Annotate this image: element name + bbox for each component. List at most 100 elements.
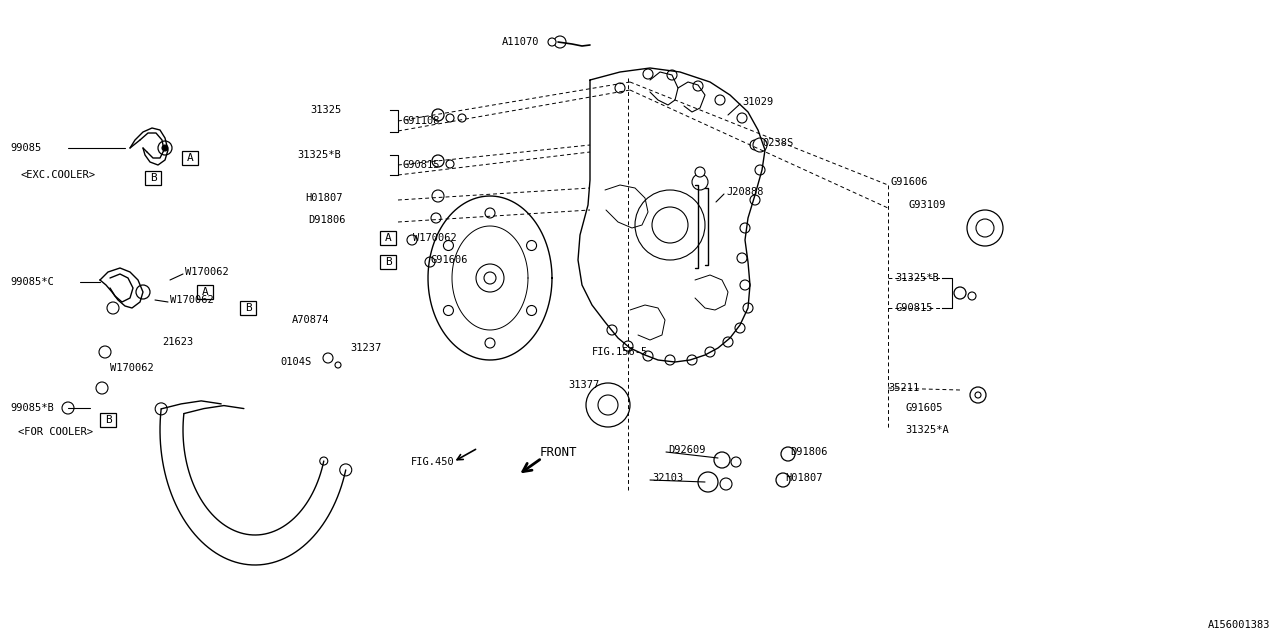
Text: 0104S: 0104S <box>280 357 311 367</box>
Circle shape <box>698 472 718 492</box>
Circle shape <box>692 81 703 91</box>
Circle shape <box>445 160 454 168</box>
Circle shape <box>968 292 977 300</box>
Circle shape <box>320 457 328 465</box>
Text: D91806: D91806 <box>790 447 827 457</box>
Text: B: B <box>105 415 111 425</box>
Text: G91606: G91606 <box>890 177 928 187</box>
Circle shape <box>443 241 453 250</box>
Circle shape <box>737 113 748 123</box>
Circle shape <box>586 383 630 427</box>
Circle shape <box>966 210 1004 246</box>
Text: 21623: 21623 <box>163 337 193 347</box>
Circle shape <box>548 38 556 46</box>
FancyBboxPatch shape <box>380 231 396 245</box>
Text: 99085*C: 99085*C <box>10 277 54 287</box>
Circle shape <box>692 174 708 190</box>
Circle shape <box>776 473 790 487</box>
Circle shape <box>526 305 536 316</box>
Text: A11070: A11070 <box>502 37 539 47</box>
Text: H01807: H01807 <box>305 193 343 203</box>
Circle shape <box>737 253 748 263</box>
Text: B: B <box>150 173 156 183</box>
FancyBboxPatch shape <box>380 255 396 269</box>
Circle shape <box>731 457 741 467</box>
Circle shape <box>970 387 986 403</box>
Text: 99085: 99085 <box>10 143 41 153</box>
Text: <FOR COOLER>: <FOR COOLER> <box>18 427 93 437</box>
FancyBboxPatch shape <box>241 301 256 315</box>
Circle shape <box>458 114 466 122</box>
Circle shape <box>652 207 689 243</box>
FancyBboxPatch shape <box>182 151 198 165</box>
Circle shape <box>719 478 732 490</box>
Text: D92609: D92609 <box>668 445 705 455</box>
Circle shape <box>607 325 617 335</box>
Text: 31325*B: 31325*B <box>895 273 938 283</box>
Circle shape <box>335 362 340 368</box>
Circle shape <box>433 109 444 121</box>
Circle shape <box>755 165 765 175</box>
Circle shape <box>136 285 150 299</box>
Text: G90815: G90815 <box>402 160 439 170</box>
Text: H01807: H01807 <box>785 473 823 483</box>
Circle shape <box>61 402 74 414</box>
Circle shape <box>643 351 653 361</box>
Text: A156001383: A156001383 <box>1207 620 1270 630</box>
Text: 99085*B: 99085*B <box>10 403 54 413</box>
Circle shape <box>598 395 618 415</box>
Circle shape <box>443 305 453 316</box>
FancyBboxPatch shape <box>100 413 116 427</box>
Circle shape <box>975 392 980 398</box>
Circle shape <box>667 70 677 80</box>
Text: W170062: W170062 <box>413 233 457 243</box>
Text: A: A <box>187 153 193 163</box>
Circle shape <box>155 403 168 415</box>
Circle shape <box>108 302 119 314</box>
Text: W170062: W170062 <box>186 267 229 277</box>
Circle shape <box>740 223 750 233</box>
Text: 31325*A: 31325*A <box>905 425 948 435</box>
Circle shape <box>476 264 504 292</box>
Circle shape <box>735 323 745 333</box>
Text: 35211: 35211 <box>888 383 919 393</box>
Text: A70874: A70874 <box>292 315 329 325</box>
Text: 31325*B: 31325*B <box>297 150 340 160</box>
Text: J20888: J20888 <box>726 187 763 197</box>
Circle shape <box>666 355 675 365</box>
Text: B: B <box>244 303 251 313</box>
Text: FRONT: FRONT <box>540 445 577 458</box>
Text: G93109: G93109 <box>908 200 946 210</box>
Circle shape <box>484 272 497 284</box>
Circle shape <box>407 235 417 245</box>
Circle shape <box>433 190 444 202</box>
Circle shape <box>431 213 442 223</box>
Text: 31325: 31325 <box>310 105 342 115</box>
Circle shape <box>96 382 108 394</box>
Circle shape <box>687 355 698 365</box>
Circle shape <box>526 241 536 250</box>
Circle shape <box>750 140 760 150</box>
Text: D91806: D91806 <box>308 215 346 225</box>
Text: 31377: 31377 <box>568 380 599 390</box>
Circle shape <box>433 155 444 167</box>
Circle shape <box>977 219 995 237</box>
Circle shape <box>740 280 750 290</box>
Text: W170062: W170062 <box>110 363 154 373</box>
Text: 31029: 31029 <box>742 97 773 107</box>
FancyBboxPatch shape <box>197 285 212 299</box>
Circle shape <box>705 347 716 357</box>
FancyBboxPatch shape <box>145 171 161 185</box>
Circle shape <box>157 141 172 155</box>
Circle shape <box>554 36 566 48</box>
Circle shape <box>781 447 795 461</box>
Text: FIG.450: FIG.450 <box>411 457 454 467</box>
Circle shape <box>614 83 625 93</box>
Circle shape <box>723 337 733 347</box>
Circle shape <box>485 338 495 348</box>
Circle shape <box>750 195 760 205</box>
Circle shape <box>714 452 730 468</box>
Text: FIG.156-5: FIG.156-5 <box>593 347 648 357</box>
Circle shape <box>425 257 435 267</box>
Circle shape <box>753 138 767 152</box>
